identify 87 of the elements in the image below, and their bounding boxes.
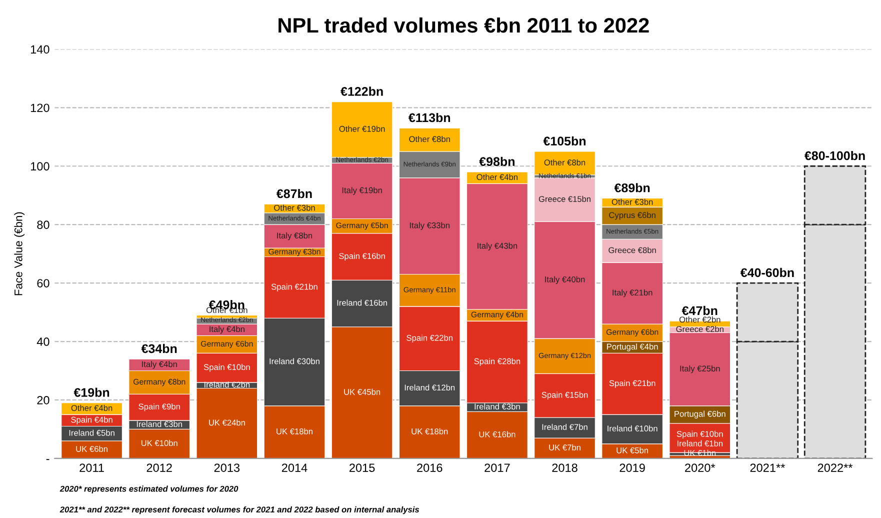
text: Portugal €6bn (674, 410, 726, 418)
text: Italy €19bn (342, 187, 382, 195)
y-tick-label: 140 (30, 45, 50, 54)
text: Ireland €7bn (542, 424, 588, 430)
text: Other €3bn (612, 198, 653, 205)
text: UK €10bn (141, 440, 178, 446)
text: Spain €10bn (204, 364, 250, 372)
text: Italy €33bn (410, 222, 450, 230)
text: Other €4bn (476, 174, 518, 180)
text: Other €2bn (679, 316, 720, 323)
text: Ireland €1bn (677, 440, 723, 446)
text: Ireland €10bn (608, 425, 658, 432)
y-tick-label: 40 (36, 338, 50, 346)
text: Spain €10bn (676, 430, 723, 439)
text: Ireland €3bn (474, 403, 520, 410)
text: Italy €4bn (142, 361, 177, 369)
text: Other €19bn (339, 126, 385, 132)
y-tick-label: - (46, 459, 50, 460)
x-tick-label: 2017 (484, 464, 510, 472)
total-label: €47bn (682, 306, 718, 316)
total-label: €34bn (141, 344, 177, 354)
total-label: €98bn (479, 156, 514, 166)
text: Ireland €3bn (136, 420, 182, 428)
total-label: €89bn (614, 183, 650, 192)
x-tick-label: 2012 (146, 464, 172, 472)
text: Ireland €5bn (69, 430, 114, 436)
text: Ireland €16bn (337, 300, 387, 306)
text: UK €18bn (412, 428, 448, 434)
x-tick-label: 2020* (685, 464, 716, 472)
x-tick-label: 2014 (282, 464, 308, 472)
y-axis-title: Face Value (€bn) (14, 212, 25, 296)
text: Ireland €2bn (204, 381, 250, 388)
text: UK €7bn (549, 444, 580, 450)
text: Spain €4bn (71, 416, 112, 424)
y-tick-label: 120 (30, 104, 50, 112)
text: UK €18bn (276, 428, 312, 434)
text: Other €8bn (544, 159, 586, 166)
x-tick-label: 2019 (620, 464, 645, 472)
text: Spain €15bn (542, 392, 588, 400)
y-tick-label: 80 (37, 220, 50, 229)
text: Greece €8bn (608, 247, 656, 254)
total-label: €80-100bn (804, 150, 865, 160)
text: Greece €15bn (538, 196, 590, 202)
total-label: €122bn (340, 86, 383, 96)
text: UK €24bn (209, 419, 245, 426)
text: Spain €9bn (138, 403, 180, 412)
total-label: €105bn (543, 136, 586, 146)
text: UK €5bn (616, 447, 648, 454)
text: UK €6bn (76, 446, 108, 452)
text: Italy €43bn (478, 242, 518, 250)
text: Italy €4bn (210, 326, 244, 334)
text: UK €45bn (344, 388, 380, 395)
total-label: €113bn (408, 112, 450, 122)
y-tick-label: 20 (37, 396, 50, 404)
text: Portugal €4bn (607, 343, 658, 352)
x-tick-label: 2021** (750, 464, 786, 472)
text: Italy €25bn (680, 365, 720, 374)
text: Spain €21bn (271, 284, 318, 292)
text: Italy €21bn (612, 289, 652, 298)
x-tick-label: 2022** (818, 464, 853, 472)
y-tick-label: 60 (37, 279, 50, 288)
x-tick-label: 2013 (214, 464, 240, 472)
text: UK €16bn (479, 431, 516, 438)
text: Spain €22bn (406, 334, 452, 342)
x-tick-label: 2015 (350, 464, 375, 472)
text: Spain €21bn (609, 380, 656, 388)
text: Ireland €30bn (270, 358, 320, 364)
x-tick-label: 2018 (552, 464, 578, 472)
x-tick-label: 2011 (80, 464, 104, 472)
text: Ireland €12bn (404, 384, 455, 391)
text: Spain €28bn (474, 358, 520, 366)
text: Other €4bn (71, 404, 112, 411)
text: Spain €16bn (339, 252, 385, 261)
text: Other €3bn (274, 204, 315, 211)
text: Cyprus €6bn (609, 212, 656, 220)
text: 2020* represents estimated volumes for 2020 (60, 486, 238, 494)
text: Other €8bn (409, 136, 450, 142)
total-label: €87bn (276, 188, 312, 198)
x-tick-label: 2016 (417, 464, 442, 472)
y-tick-label: 100 (30, 162, 50, 171)
total-label: €40-60bn (740, 268, 794, 278)
text: 2021** and 2022** represent forecast volumes for 2021 and 2022 based on internal analysis (60, 506, 420, 514)
text: Italy €40bn (545, 276, 585, 284)
text: Italy €8bn (277, 232, 312, 240)
total-label: €19bn (74, 388, 110, 397)
chart-title: NPL traded volumes €bn 2011 to 2022 (278, 17, 649, 33)
text: Greece €2bn (676, 326, 724, 332)
